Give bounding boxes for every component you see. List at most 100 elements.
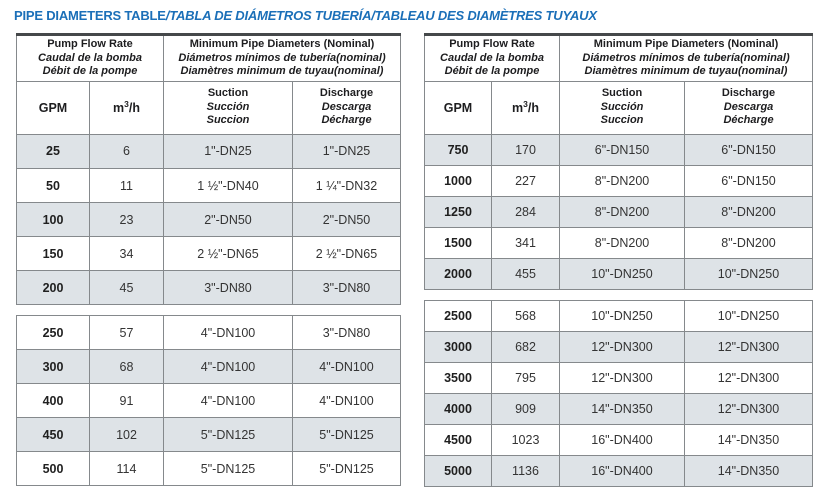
discharge-header: Discharge Descarga Décharge [684,80,814,135]
suction-header: Suction Succión Succion [163,80,294,135]
suction-cell: 1"-DN25 [163,134,293,169]
suction-cell: 10"-DN250 [559,300,685,332]
gpm-cell: 4500 [424,424,492,456]
table-row: 500 114 5"-DN125 5"-DN125 [16,451,401,486]
suction-cell: 12"-DN300 [559,331,685,363]
gpm-cell: 400 [16,383,90,418]
left-header-table: Pump Flow Rate Caudal de la bomba Débit … [15,33,402,135]
suction-cell: 2"-DN50 [163,202,293,237]
m3h-cell: 170 [491,134,560,166]
suction-cell: 8"-DN200 [559,165,685,197]
gpm-cell: 1500 [424,227,492,259]
m3h-cell: 284 [491,196,560,228]
gpm-cell: 50 [16,168,90,203]
suction-es: Succión [206,100,250,113]
suction-fr: Succion [600,114,644,127]
table-row: 200 45 3"-DN80 3"-DN80 [16,270,401,305]
min-pipe-diameters-fr: Diamètres minimum de tuyau(nominal) [180,65,384,77]
gpm-cell: 1000 [424,165,492,197]
suction-cell: 5"-DN125 [163,417,293,452]
group-header-row: Pump Flow Rate Caudal de la bomba Débit … [423,34,814,82]
table-row: 3500 795 12"-DN300 12"-DN300 [424,362,813,394]
left-table: Pump Flow Rate Caudal de la bomba Débit … [15,33,402,487]
gpm-cell: 1250 [424,196,492,228]
suction-en: Suction [601,87,643,100]
pump-flow-rate-es: Caudal de la bomba [38,51,142,64]
table-row: 750 170 6"-DN150 6"-DN150 [424,134,813,166]
table-row: 300 68 4"-DN100 4"-DN100 [16,349,401,384]
group-header-row: Pump Flow Rate Caudal de la bomba Débit … [15,34,402,82]
table-block-gap [424,290,812,300]
gpm-cell: 300 [16,349,90,384]
table-row: 1000 227 8"-DN200 6"-DN150 [424,165,813,197]
min-pipe-diameters-header: Minimum Pipe Diameters (Nominal) Diámetr… [559,34,814,82]
m3h-cell: 23 [89,202,164,237]
discharge-cell: 14"-DN350 [684,424,813,456]
discharge-cell: 1 ¼"-DN32 [292,168,401,203]
suction-cell: 8"-DN200 [559,227,685,259]
suction-en: Suction [207,87,249,100]
discharge-cell: 10"-DN250 [684,300,813,332]
discharge-header: Discharge Descarga Décharge [292,80,402,135]
discharge-cell: 2 ½"-DN65 [292,236,401,271]
gpm-cell: 25 [16,134,90,169]
discharge-cell: 10"-DN250 [684,258,813,290]
sub-header-row: GPM m3/h Suction Succión Succion Dischar… [16,80,402,135]
m3h-cell: 6 [89,134,164,169]
gpm-cell: 4000 [424,393,492,425]
m3h-cell: 455 [491,258,560,290]
tables-container: Pump Flow Rate Caudal de la bomba Débit … [15,33,817,487]
pump-flow-rate-header: Pump Flow Rate Caudal de la bomba Débit … [15,34,165,82]
discharge-cell: 2"-DN50 [292,202,401,237]
table-row: 3000 682 12"-DN300 12"-DN300 [424,331,813,363]
gpm-cell: 3500 [424,362,492,394]
suction-cell: 6"-DN150 [559,134,685,166]
m3h-cell: 909 [491,393,560,425]
discharge-cell: 4"-DN100 [292,383,401,418]
table-row: 2500 568 10"-DN250 10"-DN250 [424,300,813,332]
page-title-intl: /TABLA DE DIÁMETROS TUBERÍA/TABLEAU DES … [165,8,597,23]
suction-es: Succión [600,100,644,113]
suction-cell: 8"-DN200 [559,196,685,228]
table-row: 4000 909 14"-DN350 12"-DN300 [424,393,813,425]
suction-cell: 16"-DN400 [559,424,685,456]
table-row: 400 91 4"-DN100 4"-DN100 [16,383,401,418]
discharge-cell: 1"-DN25 [292,134,401,169]
table-block-gap [16,305,400,315]
table-row: 1500 341 8"-DN200 8"-DN200 [424,227,813,259]
right-table-block2: 2500 568 10"-DN250 10"-DN250 3000 682 12"-DN30… [424,300,813,487]
suction-cell: 5"-DN125 [163,451,293,486]
suction-fr: Succion [206,114,250,127]
gpm-cell: 2500 [424,300,492,332]
suction-cell: 3"-DN80 [163,270,293,305]
table-row: 450 102 5"-DN125 5"-DN125 [16,417,401,452]
suction-cell: 4"-DN100 [163,315,293,350]
discharge-es: Descarga [321,100,372,113]
discharge-en: Discharge [319,87,374,100]
gpm-cell: 200 [16,270,90,305]
suction-cell: 16"-DN400 [559,455,685,487]
m3h-cell: 682 [491,331,560,363]
gpm-cell: 100 [16,202,90,237]
gpm-cell: 150 [16,236,90,271]
suction-cell: 14"-DN350 [559,393,685,425]
discharge-fr: Décharge [321,114,372,127]
table-row: 25 6 1"-DN25 1"-DN25 [16,134,401,169]
m3h-cell: 57 [89,315,164,350]
discharge-cell: 6"-DN150 [684,165,813,197]
m3h-cell: 102 [89,417,164,452]
min-pipe-diameters-header: Minimum Pipe Diameters (Nominal) Diámetr… [163,34,402,82]
m3h-cell: 568 [491,300,560,332]
gpm-cell: 450 [16,417,90,452]
suction-cell: 4"-DN100 [163,349,293,384]
m3h-cell: 1023 [491,424,560,456]
page-title-en: PIPE DIAMETERS TABLE [14,8,166,23]
pump-flow-rate-en: Pump Flow Rate [449,38,535,50]
gpm-cell: 2000 [424,258,492,290]
gpm-cell: 5000 [424,455,492,487]
pump-flow-rate-header: Pump Flow Rate Caudal de la bomba Débit … [423,34,561,82]
pump-flow-rate-es: Caudal de la bomba [440,51,544,64]
table-row: 5000 1136 16"-DN400 14"-DN350 [424,455,813,487]
discharge-cell: 6"-DN150 [684,134,813,166]
min-pipe-diameters-es: Diámetros mínimos de tubería(nominal) [582,51,790,64]
